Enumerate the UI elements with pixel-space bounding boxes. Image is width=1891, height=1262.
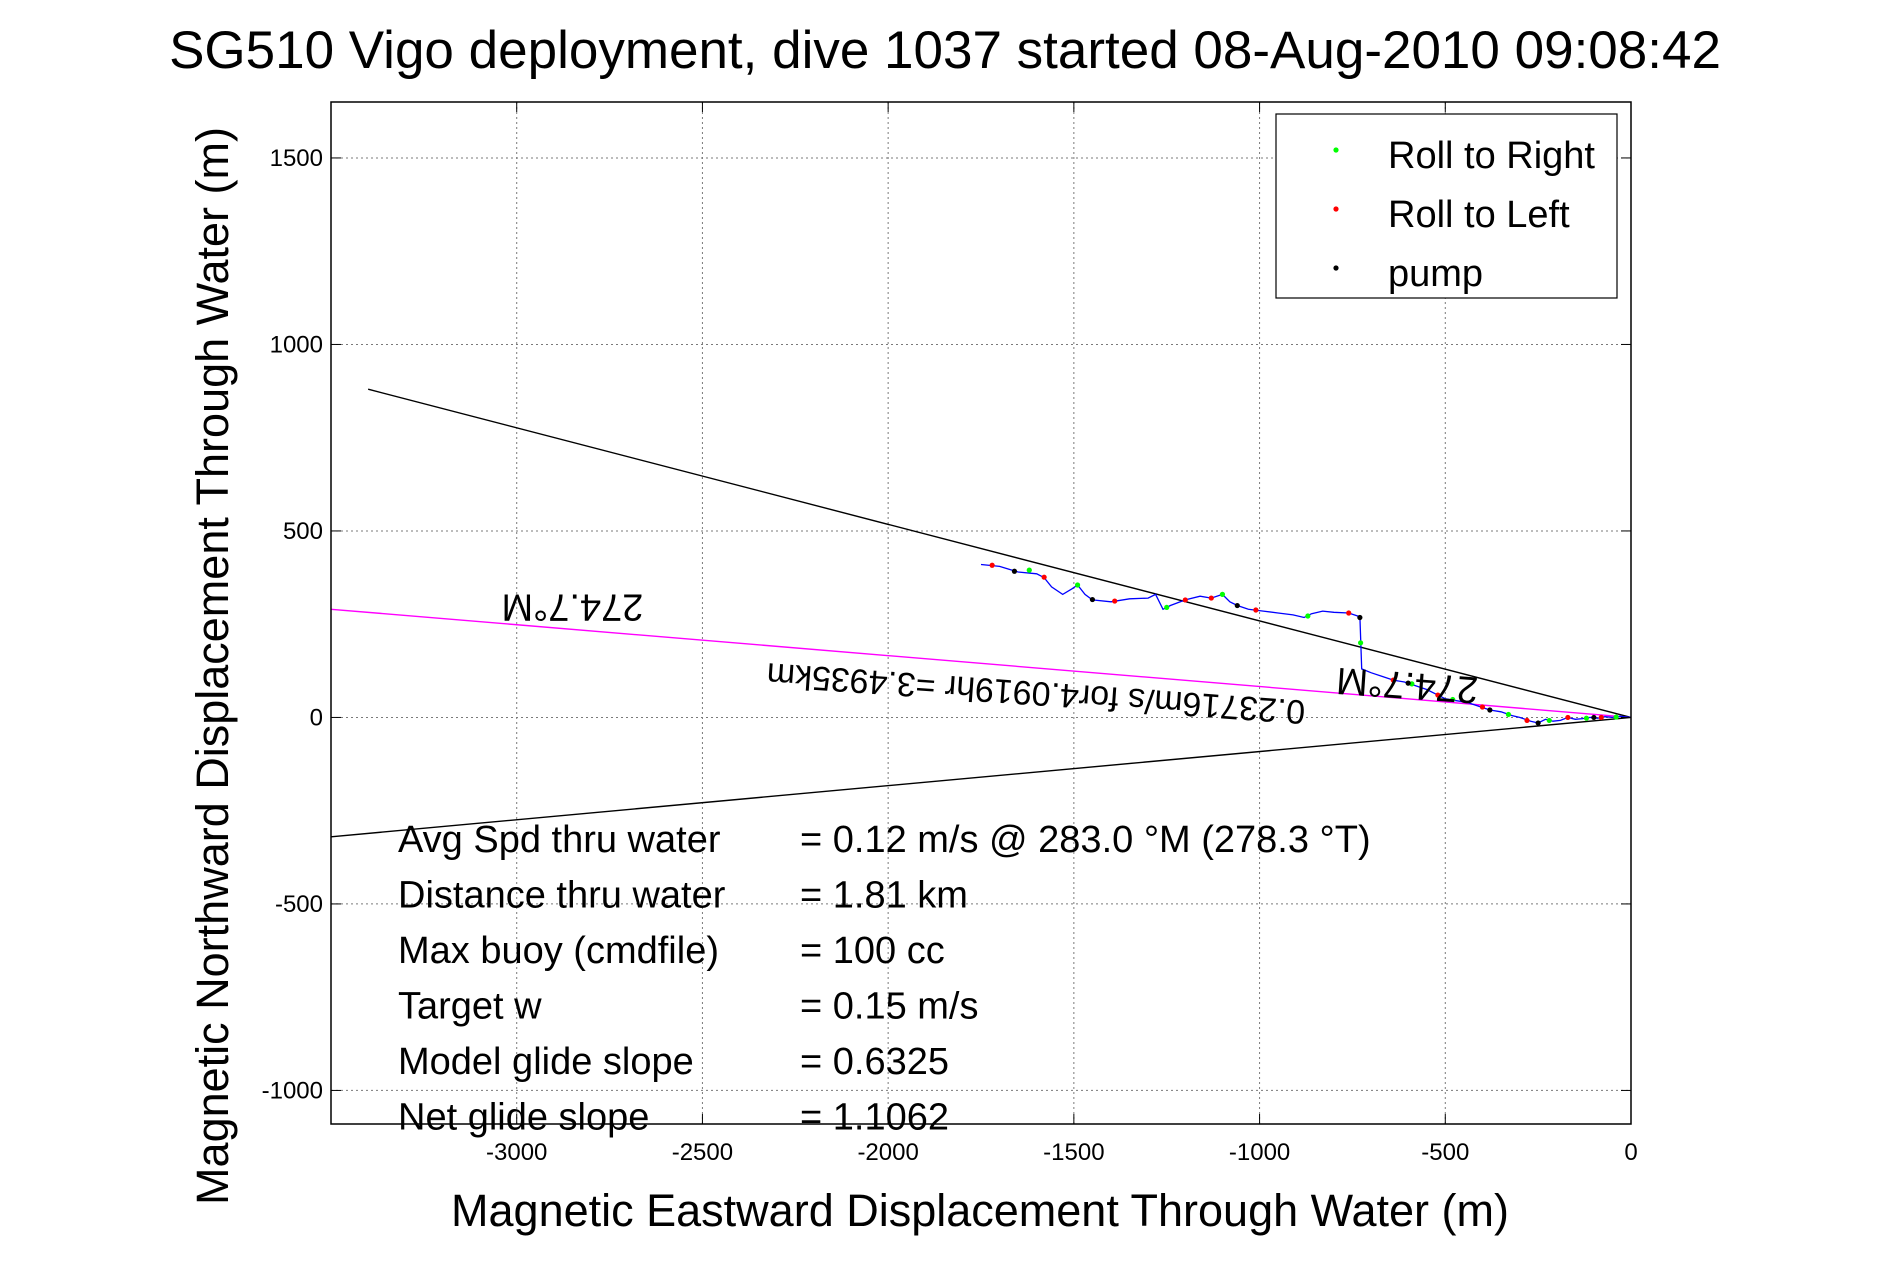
y-tick-label: 500 xyxy=(283,518,323,545)
pump-point xyxy=(1487,707,1493,713)
roll-right-point xyxy=(1026,567,1032,573)
roll-left-point xyxy=(989,562,995,568)
roll-right-point xyxy=(1164,604,1170,611)
grid-lines xyxy=(331,102,1632,1124)
heading-line xyxy=(330,608,1632,719)
y-axis-label: Magnetic Northward Displacement Through … xyxy=(187,127,238,1205)
upper-line xyxy=(367,388,1632,719)
stats-block: Avg Spd thru water = 0.12 m/s @ 283.0 °M … xyxy=(398,819,1371,1139)
roll-right-point xyxy=(1613,714,1619,720)
pump-point xyxy=(1591,714,1597,721)
y-tick-label: 0 xyxy=(310,704,323,731)
stat-value: = 100 cc xyxy=(800,930,945,972)
axis-ticks: -3000 -2500 -2000 -1500 -1000 -500 0 1500 1000 50… xyxy=(262,102,1638,1166)
legend-box xyxy=(1275,113,1618,299)
roll-left-point xyxy=(1346,610,1352,616)
stat-label: Target w xyxy=(398,986,542,1028)
stat-label: Model glide slope xyxy=(398,1041,694,1083)
x-tick-label: -1000 xyxy=(1229,1139,1290,1166)
pump-point xyxy=(1234,602,1240,609)
pump-point xyxy=(1405,680,1411,686)
roll-right-point xyxy=(1583,715,1590,721)
roll-left-point xyxy=(1565,714,1571,721)
roll-left-point xyxy=(1253,607,1259,613)
chart-title: SG510 Vigo deployment, dive 1037 started… xyxy=(169,21,1721,80)
roll-right-point xyxy=(1358,640,1364,646)
stat-label: Max buoy (cmdfile) xyxy=(398,930,719,972)
heading-annotation: 274.7°M xyxy=(1335,659,1480,711)
roll-left-point xyxy=(1112,598,1118,604)
x-tick-label: -2000 xyxy=(857,1139,918,1166)
roll-left-point xyxy=(1041,574,1047,580)
legend-label: Roll to Left xyxy=(1388,194,1570,236)
roll-right-point xyxy=(1074,582,1081,588)
y-tick-label: -1000 xyxy=(262,1077,323,1104)
roll-right-point xyxy=(1305,613,1311,619)
legend-label: Roll to Right xyxy=(1388,135,1595,177)
pump-point xyxy=(1011,568,1018,574)
lower-line xyxy=(330,716,1632,838)
heading-annotation: 274.7°M xyxy=(501,585,643,627)
roll-left-point xyxy=(1524,717,1530,724)
roll-left-point xyxy=(1598,714,1604,721)
x-tick-label: 0 xyxy=(1624,1139,1637,1166)
stat-value: = 1.1062 xyxy=(800,1097,949,1139)
roll-left-point xyxy=(1390,677,1396,683)
roll-left-point xyxy=(1479,704,1486,710)
legend-label: pump xyxy=(1388,253,1483,295)
x-axis-label: Magnetic Eastward Displacement Through W… xyxy=(451,1185,1509,1236)
pump-point xyxy=(1535,720,1541,726)
stat-label: Distance thru water xyxy=(398,875,726,917)
roll-right-point xyxy=(1505,711,1512,718)
legend-marker xyxy=(1333,147,1339,153)
roll-left-point xyxy=(1208,595,1214,601)
roll-right-point xyxy=(1450,696,1456,703)
pump-point xyxy=(1089,596,1096,603)
y-tick-label: -500 xyxy=(275,891,323,918)
x-tick-label: -500 xyxy=(1421,1139,1469,1166)
pump-point xyxy=(1357,614,1363,621)
roll-right-point xyxy=(1546,717,1552,724)
x-tick-label: -1500 xyxy=(1043,1139,1104,1166)
y-tick-label: 1000 xyxy=(270,331,323,358)
stat-value: = 0.6325 xyxy=(800,1041,949,1083)
stat-label: Avg Spd thru water xyxy=(398,819,721,861)
y-tick-label: 1500 xyxy=(270,145,323,172)
stat-label: Net glide slope xyxy=(398,1097,649,1139)
roll-left-point xyxy=(1182,597,1188,603)
legend-marker xyxy=(1333,265,1339,271)
axes-box xyxy=(330,101,1632,1125)
roll-right-point xyxy=(1219,591,1226,597)
x-tick-label: -3000 xyxy=(486,1139,547,1166)
stat-value: = 0.15 m/s xyxy=(800,986,978,1028)
stat-value: = 0.12 m/s @ 283.0 °M (278.3 °T) xyxy=(800,819,1371,861)
legend-marker xyxy=(1333,206,1339,212)
legend: Roll to Right Roll to Left pump xyxy=(1275,113,1618,299)
x-tick-label: -2500 xyxy=(672,1139,733,1166)
roll-left-point xyxy=(1435,692,1441,698)
stat-value: = 1.81 km xyxy=(800,875,968,917)
